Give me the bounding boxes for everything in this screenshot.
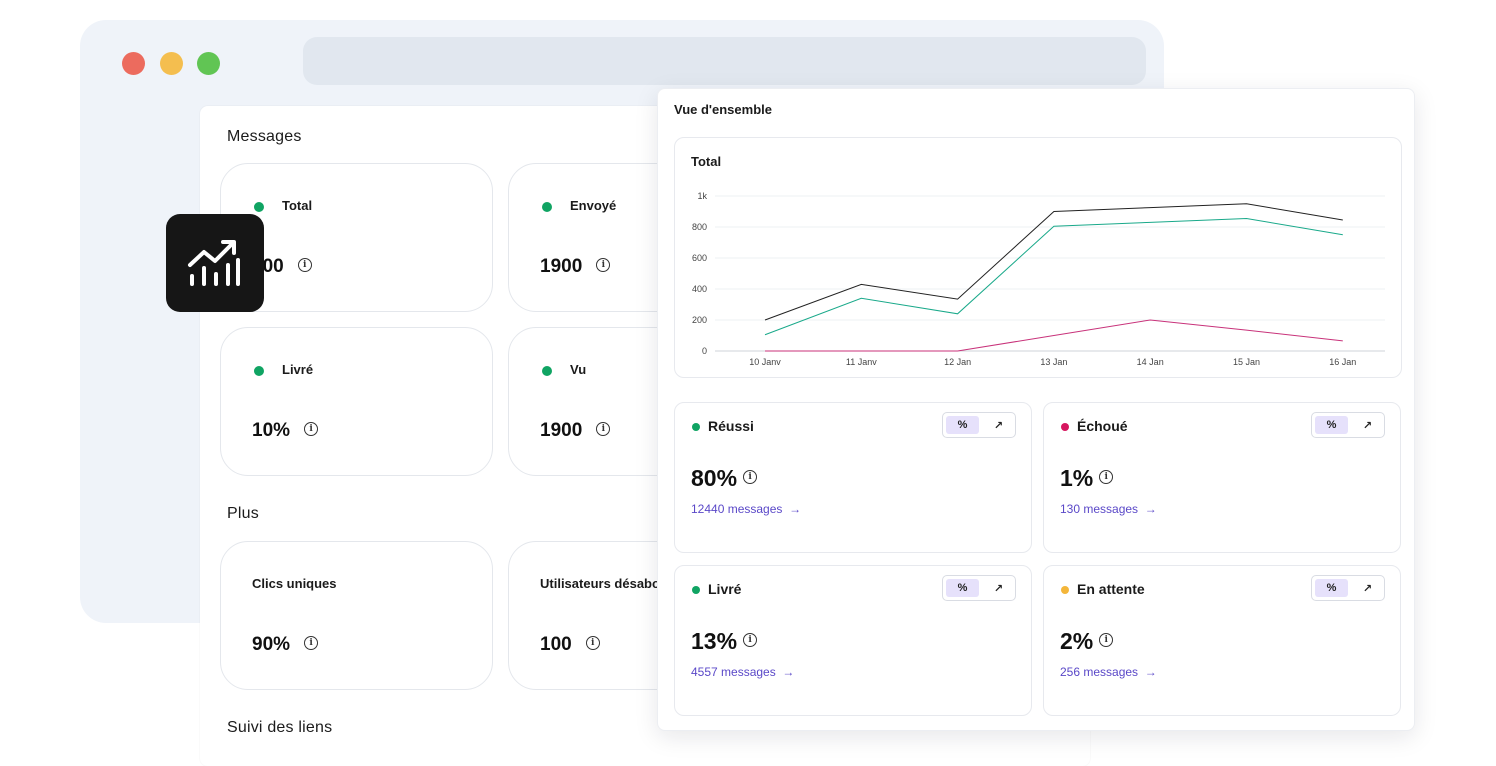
series-line-2	[765, 319, 1343, 352]
percent-toggle-button[interactable]: %	[1315, 579, 1348, 597]
card-value: 100 i	[540, 634, 600, 656]
card-value: 10% i	[252, 420, 319, 442]
status-dot	[1061, 423, 1069, 431]
info-icon[interactable]: i	[743, 632, 758, 647]
info-icon[interactable]: i	[596, 421, 611, 436]
y-tick-label: 0	[702, 346, 707, 356]
status-dot	[254, 366, 264, 376]
view-toggle[interactable]: % ↗	[1311, 575, 1385, 601]
stat-label: Réussi	[708, 418, 754, 434]
x-tick-label: 16 Jan	[1329, 357, 1356, 367]
card-label: Livré	[282, 362, 314, 377]
card-value: 1900 i	[540, 420, 611, 442]
section-title-suivi-liens: Suivi des liens	[227, 719, 333, 736]
y-tick-label: 1k	[697, 191, 707, 201]
card-label: Utilisateurs désabo	[540, 576, 660, 591]
status-dot	[1061, 586, 1069, 594]
info-icon[interactable]: i	[1099, 469, 1114, 484]
card-value: 90% i	[252, 634, 319, 656]
chart-title: Total	[691, 154, 722, 169]
window-maximize-button[interactable]	[197, 52, 220, 75]
x-tick-label: 13 Jan	[1040, 357, 1067, 367]
stat-label: Échoué	[1077, 418, 1128, 434]
status-dot	[542, 202, 552, 212]
stat-value: 2% i	[1060, 628, 1114, 655]
percent-toggle-button[interactable]: %	[946, 416, 979, 434]
window-close-button[interactable]	[122, 52, 145, 75]
stat-value: 1% i	[1060, 465, 1114, 492]
info-icon[interactable]: i	[585, 635, 600, 650]
status-dot	[692, 586, 700, 594]
trend-up-icon[interactable]: ↗	[993, 419, 1004, 432]
stat-label: En attente	[1077, 581, 1145, 597]
x-tick-label: 12 Jan	[944, 357, 971, 367]
x-tick-label: 11 Janv	[846, 357, 877, 367]
card-label: Total	[282, 198, 313, 213]
overview-title: Vue d'ensemble	[674, 102, 772, 117]
status-dot	[254, 202, 264, 212]
card-value: 1900 i	[540, 256, 611, 278]
trend-up-icon[interactable]: ↗	[1362, 419, 1373, 432]
status-dot	[692, 423, 700, 431]
messages-link[interactable]: 130 messages →	[1060, 502, 1157, 516]
arrow-right-icon: →	[1144, 502, 1157, 516]
trend-up-icon[interactable]: ↗	[1362, 582, 1373, 595]
messages-link[interactable]: 12440 messages →	[691, 502, 802, 516]
series-line-1	[764, 217, 1343, 336]
chart-growth-icon	[166, 214, 264, 312]
status-dot	[542, 366, 552, 376]
view-toggle[interactable]: % ↗	[942, 575, 1016, 601]
card-livre[interactable]: Livré 10% i	[220, 327, 493, 476]
total-chart: Total 0 200 400 600 800 1k 10 Janv 11 Janv 12 Ja…	[674, 137, 1402, 378]
info-icon[interactable]: i	[743, 469, 758, 484]
line-chart: 0 200 400 600 800 1k 10 Janv 11 Janv 12 Jan 13 Ja…	[692, 191, 1385, 367]
percent-toggle-button[interactable]: %	[1315, 416, 1348, 434]
stat-value: 13% i	[691, 628, 758, 655]
arrow-right-icon: →	[782, 665, 795, 679]
info-icon[interactable]: i	[1099, 632, 1114, 647]
arrow-right-icon: →	[789, 502, 802, 516]
messages-link[interactable]: 4557 messages →	[691, 665, 795, 679]
stat-label: Livré	[708, 581, 742, 597]
messages-link[interactable]: 256 messages →	[1060, 665, 1157, 679]
stat-card-echoue[interactable]: Échoué % ↗ 1% i 130 messages →	[1043, 402, 1401, 553]
x-tick-label: 15 Jan	[1233, 357, 1260, 367]
address-bar[interactable]	[303, 37, 1146, 85]
card-label: Envoyé	[570, 198, 617, 213]
card-label: Vu	[570, 362, 587, 377]
percent-toggle-button[interactable]: %	[946, 579, 979, 597]
stat-card-livre[interactable]: Livré % ↗ 13% i 4557 messages →	[674, 565, 1032, 716]
info-icon[interactable]: i	[304, 635, 319, 650]
y-tick-label: 200	[692, 315, 707, 325]
x-tick-label: 10 Janv	[749, 357, 781, 367]
stat-card-en-attente[interactable]: En attente % ↗ 2% i 256 messages →	[1043, 565, 1401, 716]
card-clics-uniques[interactable]: Clics uniques 90% i	[220, 541, 493, 690]
info-icon[interactable]: i	[297, 257, 312, 272]
view-toggle[interactable]: % ↗	[942, 412, 1016, 438]
arrow-right-icon: →	[1144, 665, 1157, 679]
view-toggle[interactable]: % ↗	[1311, 412, 1385, 438]
y-tick-label: 800	[692, 222, 707, 232]
overview-panel: Vue d'ensemble Total 0 200 400 600 800 1k 10 J…	[657, 88, 1415, 731]
trend-up-icon[interactable]: ↗	[993, 582, 1004, 595]
x-tick-label: 14 Jan	[1137, 357, 1164, 367]
section-title-messages: Messages	[227, 128, 302, 145]
series-line-0	[764, 203, 1343, 321]
stat-value: 80% i	[691, 465, 758, 492]
window-minimize-button[interactable]	[160, 52, 183, 75]
info-icon[interactable]: i	[304, 421, 319, 436]
card-label: Clics uniques	[252, 576, 337, 591]
y-tick-label: 400	[692, 284, 707, 294]
info-icon[interactable]: i	[596, 257, 611, 272]
stat-card-reussi[interactable]: Réussi % ↗ 80% i 12440 messages →	[674, 402, 1032, 553]
section-title-plus: Plus	[227, 505, 259, 522]
y-tick-label: 600	[692, 253, 707, 263]
